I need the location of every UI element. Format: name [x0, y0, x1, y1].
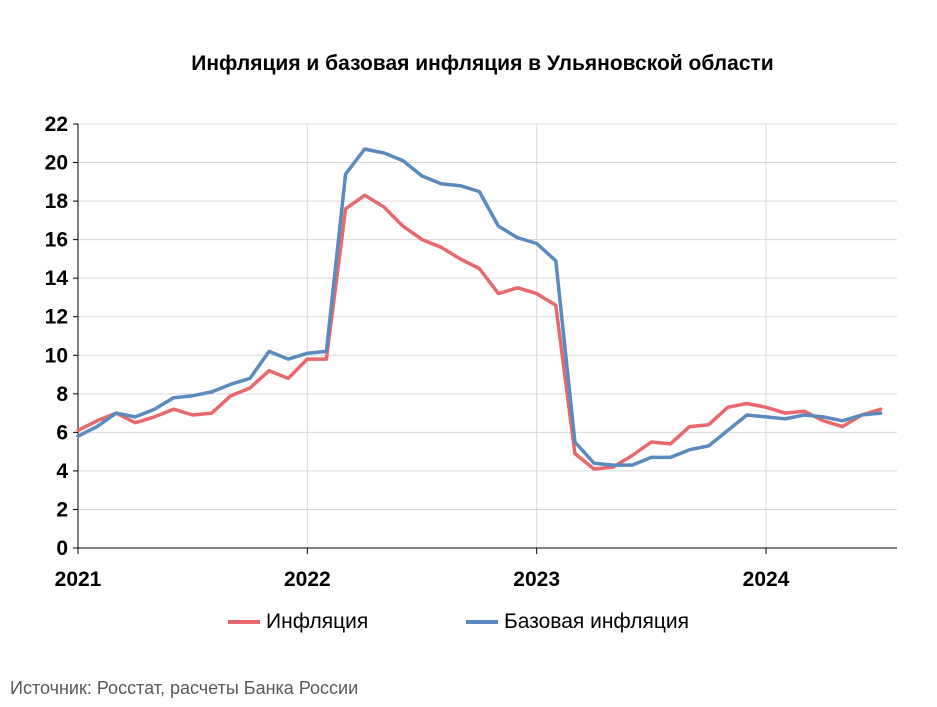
legend-item-core-inflation: Базовая инфляция — [466, 610, 689, 634]
y-tick-labels: 0 2 4 6 8 10 12 14 16 18 20 22 — [45, 113, 69, 560]
legend-label-inflation: Инфляция — [266, 610, 369, 633]
x-tick-label: 2023 — [513, 568, 560, 591]
series-line-inflation — [76, 193, 883, 471]
grid — [78, 123, 897, 548]
y-tick-label: 16 — [45, 229, 68, 252]
legend-swatch-core-inflation — [466, 620, 498, 624]
x-tick-labels: 2021 2022 2023 2024 — [55, 568, 790, 591]
legend-item-inflation: Инфляция — [228, 610, 368, 634]
y-tick-label: 18 — [45, 190, 69, 213]
x-tick-label: 2024 — [743, 568, 790, 591]
legend: Инфляция Базовая инфляция — [0, 610, 937, 640]
y-tick-label: 0 — [56, 537, 68, 560]
y-tick-label: 4 — [56, 460, 68, 483]
source-note: Источник: Росстат, расчеты Банка России — [10, 678, 359, 698]
legend-swatch-inflation — [228, 620, 260, 624]
y-tick-label: 2 — [56, 498, 68, 521]
y-tick-label: 22 — [45, 113, 68, 136]
x-tick-label: 2022 — [284, 568, 331, 591]
y-tick-label: 6 — [56, 421, 68, 444]
y-tick-label: 12 — [45, 306, 68, 329]
series-line-core-inflation — [76, 147, 883, 467]
y-tick-label: 20 — [45, 152, 68, 175]
x-tick-label: 2021 — [55, 568, 102, 591]
axes — [73, 123, 897, 554]
chart-title: Инфляция и базовая инфляция в Ульяновско… — [191, 52, 774, 75]
y-tick-label: 8 — [56, 383, 68, 406]
legend-label-core-inflation: Базовая инфляция — [504, 610, 690, 633]
y-tick-label: 14 — [45, 267, 69, 290]
series-lines — [76, 147, 883, 471]
y-tick-label: 10 — [45, 344, 68, 367]
